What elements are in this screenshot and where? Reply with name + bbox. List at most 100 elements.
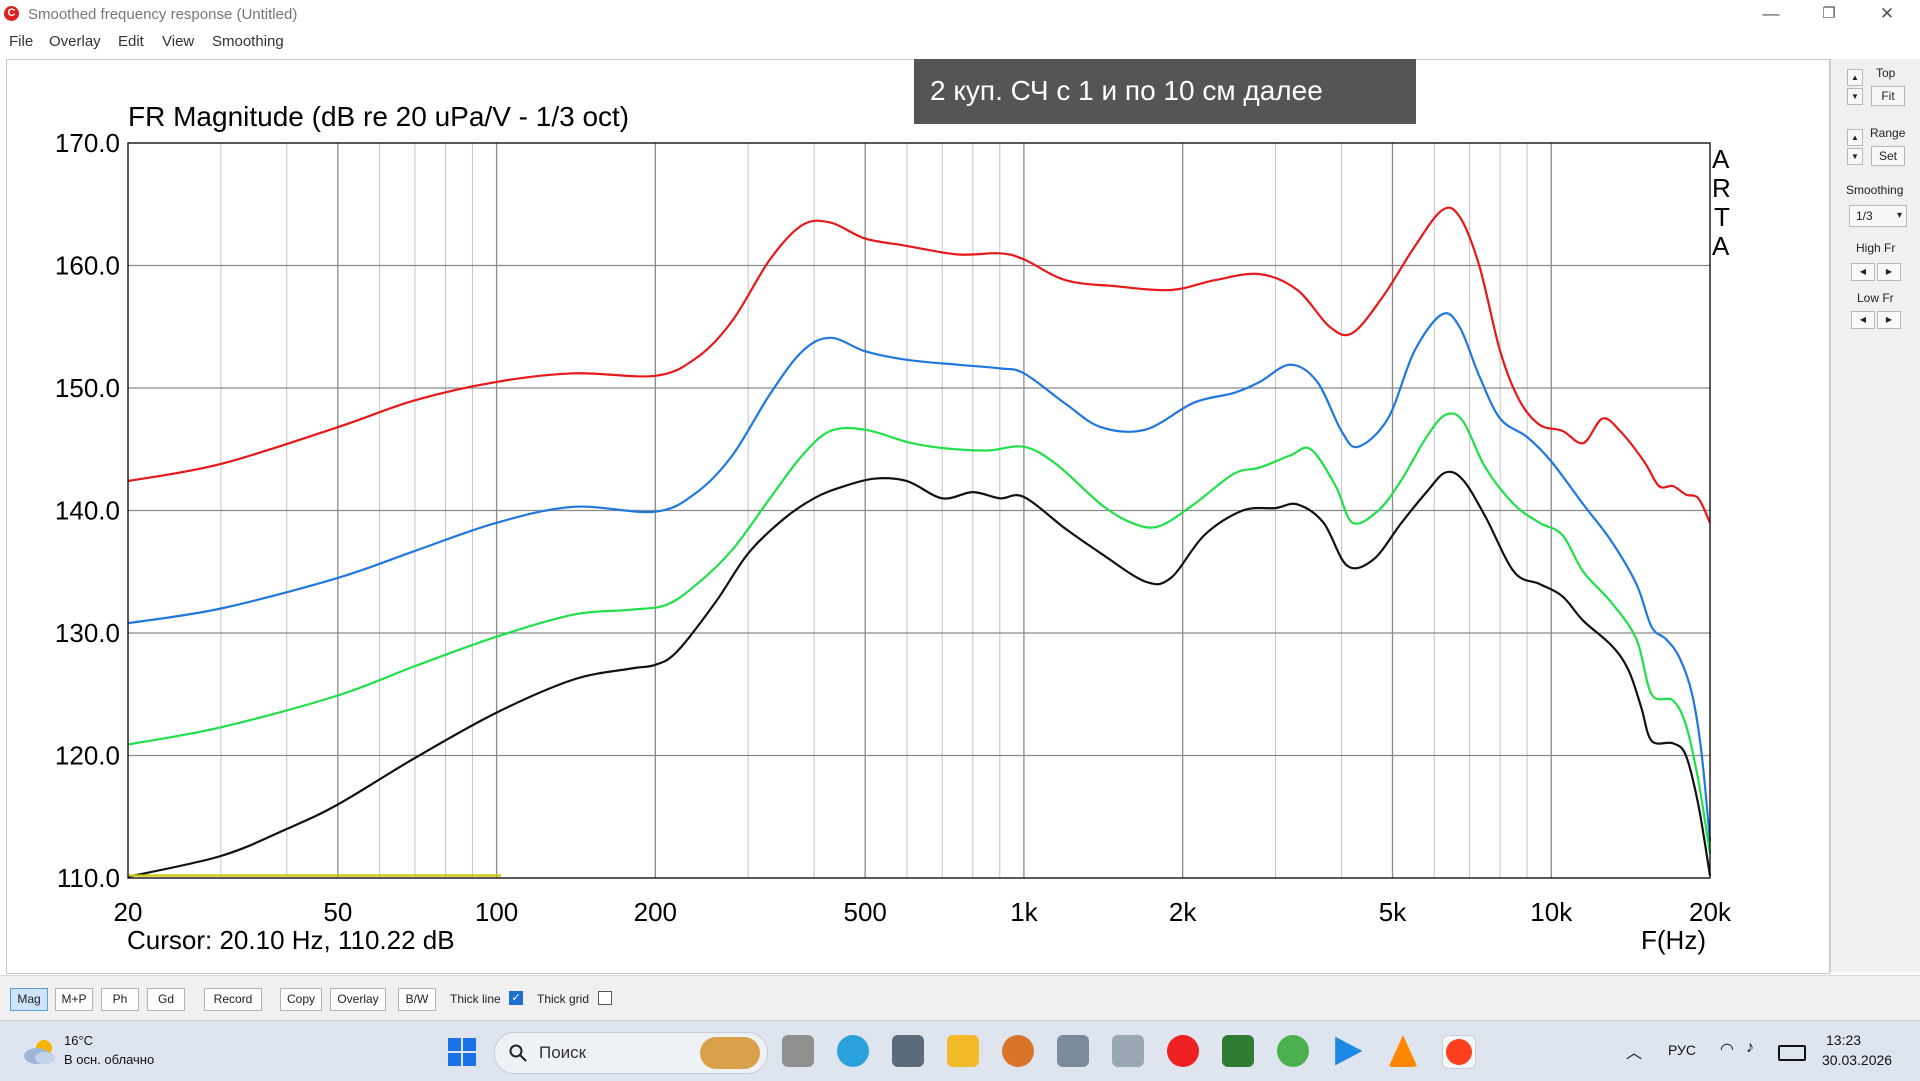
series-line-3 [127,470,1712,878]
minimize-button[interactable]: — [1762,4,1780,23]
y-tick-label: 140.0 [55,496,120,526]
clock-time[interactable]: 13:23 [1826,1032,1862,1048]
annotation-text: 2 куп. СЧ с 1 и по 10 см далее [930,75,1323,106]
menu-edit[interactable]: Edit [118,33,144,50]
low-fr-right-button[interactable]: ▶ [1877,311,1901,329]
task-view-icon[interactable] [782,1035,814,1067]
y-tick-label: 170.0 [55,128,120,158]
watermark-letter: A [1712,231,1730,261]
graph-app-icon[interactable] [1112,1035,1144,1067]
series-layer [127,206,1712,878]
group-delay-button[interactable]: Gd [147,988,185,1011]
smoothing-select[interactable]: 1/3 ▾ [1849,205,1907,227]
record-button[interactable]: Record [204,988,262,1011]
top-up-button[interactable]: ▲ [1847,69,1863,86]
calculator-icon[interactable] [892,1035,924,1067]
high-fr-label: High Fr [1856,241,1896,255]
top-label: Top [1876,66,1896,80]
plot-border [127,142,1711,879]
yandex-browser-icon [1446,1039,1472,1065]
yandex-browser-active-tab[interactable] [1442,1035,1476,1069]
maximize-button[interactable]: ❐ [1822,5,1836,22]
phase-button[interactable]: Ph [101,988,139,1011]
weather-temp[interactable]: 16°C [64,1033,94,1048]
thick-grid-checkbox[interactable] [598,991,612,1005]
search-highlight-image [700,1037,760,1069]
cursor-readout: Cursor: 20.10 Hz, 110.22 dB [127,925,455,955]
bw-button[interactable]: B/W [398,988,436,1011]
window-titlebar: C Smoothed frequency response (Untitled)… [0,0,1920,29]
x-tick-label: 20 [114,897,143,927]
rew-app-icon[interactable] [1222,1035,1254,1067]
vlc-icon[interactable] [1388,1035,1418,1067]
search-icon [509,1044,527,1062]
series-line-0 [127,206,1711,524]
x-axis-label: F(Hz) [1641,925,1706,955]
right-control-panel: ▲ ▼ Top Fit ▲ ▼ Range Set Smoothing 1/3 … [1830,59,1920,972]
copy-button[interactable]: Copy [280,988,322,1011]
annotation-box: 2 куп. СЧ с 1 и по 10 см далее [914,59,1416,124]
watermark-letter: A [1712,144,1730,174]
utorrent-icon[interactable] [1277,1035,1309,1067]
clock-date[interactable]: 30.03.2026 [1822,1052,1893,1068]
spreadsheet-app-icon[interactable] [1057,1035,1089,1067]
y-tick-label: 120.0 [55,741,120,771]
battery-icon[interactable] [1778,1045,1806,1061]
bottom-toolbar: Mag M+P Ph Gd Record Copy Overlay B/W Th… [0,975,1920,1021]
file-explorer-icon[interactable] [947,1035,979,1067]
series-line-1 [127,312,1712,842]
arta-watermark: A R T A [1712,144,1731,261]
series-line-2 [127,412,1712,854]
telegram-icon[interactable] [837,1035,869,1067]
arta-app-icon[interactable] [1167,1035,1199,1067]
frequency-response-chart[interactable]: 110.0 120.0 130.0 140.0 150.0 160.0 170.0 20 50 1… [6,59,1828,972]
chart-title: FR Magnitude (dB re 20 uPa/V - 1/3 oct) [128,101,629,132]
windows-start-icon[interactable] [448,1038,476,1066]
media-player-icon[interactable] [1335,1036,1363,1066]
fit-button[interactable]: Fit [1871,86,1905,106]
language-indicator[interactable]: РУС [1668,1042,1697,1058]
smoothing-label: Smoothing [1846,183,1904,197]
plot-area-frame [6,59,1830,974]
menu-overlay[interactable]: Overlay [49,33,101,50]
y-tick-label: 150.0 [55,373,120,403]
set-button[interactable]: Set [1871,146,1905,166]
x-tick-label: 1k [1010,897,1038,927]
weather-cloud-icon[interactable] [20,1038,58,1066]
close-button[interactable]: ✕ [1879,4,1895,23]
weather-desc[interactable]: В осн. облачно [64,1052,155,1067]
eye-app-icon[interactable] [1002,1035,1034,1067]
x-tick-label: 20k [1689,897,1732,927]
menu-smoothing[interactable]: Smoothing [212,33,284,50]
overlay-button[interactable]: Overlay [330,988,386,1011]
watermark-letter: T [1714,202,1730,232]
watermark-letter: R [1712,173,1731,203]
arta-logo-icon: C [4,6,19,21]
x-tick-label: 2k [1169,897,1197,927]
range-up-button[interactable]: ▲ [1847,129,1863,146]
x-tick-label: 10k [1530,897,1573,927]
chevron-up-icon[interactable]: ︿ [1626,1045,1643,1062]
range-down-button[interactable]: ▼ [1847,148,1863,165]
window-title: Smoothed frequency response (Untitled) [28,6,298,23]
low-fr-left-button[interactable]: ◀ [1851,311,1875,329]
mag-phase-button[interactable]: M+P [55,988,93,1011]
y-tick-label: 110.0 [57,863,120,893]
high-fr-left-button[interactable]: ◀ [1851,263,1875,281]
top-down-button[interactable]: ▼ [1847,88,1863,105]
thick-line-checkbox[interactable]: ✓ [509,991,523,1005]
volume-icon[interactable]: ♪ [1746,1039,1754,1056]
grid-layer [128,143,1710,878]
wifi-icon[interactable]: ◠ [1720,1041,1734,1058]
x-tick-label: 500 [843,897,886,927]
mag-button[interactable]: Mag [10,988,48,1011]
x-tick-label: 5k [1379,897,1407,927]
high-fr-right-button[interactable]: ▶ [1877,263,1901,281]
menu-bar: File Overlay Edit View Smoothing [0,29,1920,56]
menu-file[interactable]: File [9,33,34,50]
smoothing-value: 1/3 [1856,209,1873,223]
thick-line-label: Thick line [450,992,501,1006]
taskbar-search[interactable]: Поиск [494,1032,768,1074]
y-tick-label: 130.0 [55,618,120,648]
menu-view[interactable]: View [162,33,195,50]
